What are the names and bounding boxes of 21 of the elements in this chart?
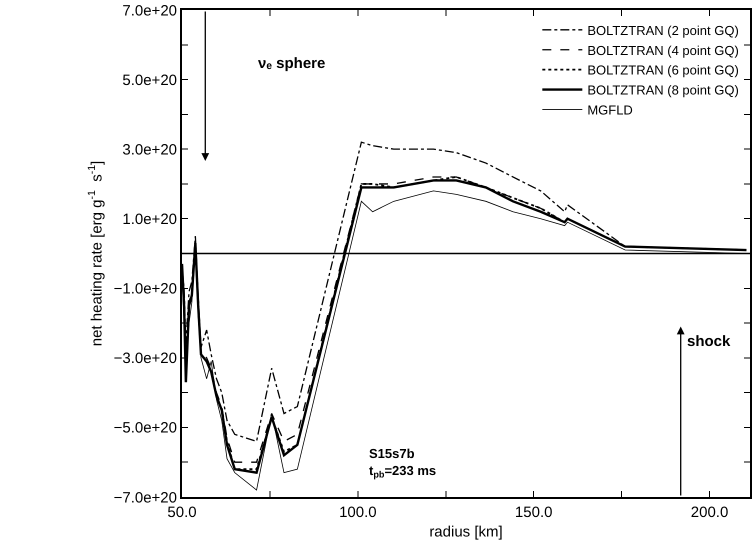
x-tick-label: 50.0 [167, 504, 197, 521]
legend-label: BOLTZTRAN (8 point GQ) [587, 82, 739, 98]
legend-label: BOLTZTRAN (2 point GQ) [587, 22, 739, 38]
y-tick-label: 5.0e+20 [122, 72, 177, 89]
x-tick-label: 100.0 [339, 504, 377, 521]
y-tick-label: 3.0e+20 [122, 141, 177, 158]
legend-label: BOLTZTRAN (4 point GQ) [587, 42, 739, 58]
legend-label: BOLTZTRAN (6 point GQ) [587, 62, 739, 78]
y-tick-label: 1.0e+20 [122, 210, 177, 228]
annotation: S15s7b t$_{pb}$=233 ms [369, 446, 436, 480]
y-tick-label: −3.0e+20 [114, 350, 177, 368]
legend-label: MGFLD [587, 102, 633, 118]
y-tick-label: −5.0e+20 [114, 420, 177, 437]
y-tick-label: −7.0e+20 [114, 489, 177, 506]
x-axis-title: radius [km] [429, 524, 503, 540]
annotation: νₑ sphere [258, 55, 326, 72]
x-tick-label: 200.0 [690, 504, 728, 521]
y-tick-label: −1.0e+20 [114, 280, 177, 298]
annotation: shock [687, 333, 732, 350]
x-tick-label: 150.0 [514, 504, 552, 521]
y-tick-label: 7.0e+20 [122, 2, 177, 20]
